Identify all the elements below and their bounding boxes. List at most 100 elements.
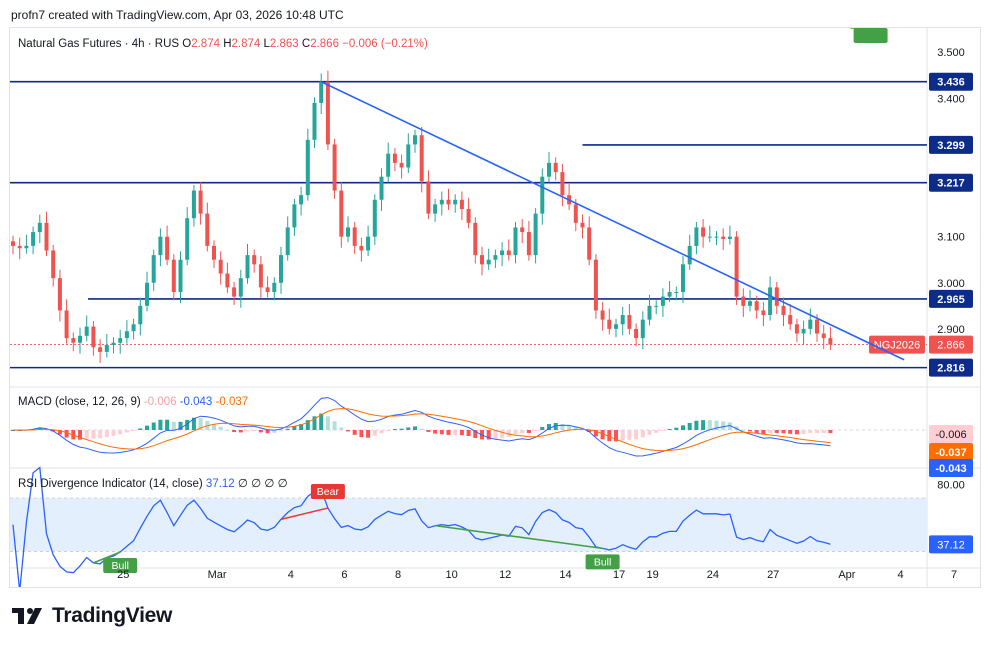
candle-body [573, 204, 578, 223]
price-level-tag [929, 173, 973, 192]
macd-histogram-bar [185, 419, 190, 430]
candle-body [560, 172, 565, 196]
candle-body [593, 259, 598, 311]
rsi-empty-value: ∅ [251, 478, 264, 490]
time-axis-tick: 24 [707, 569, 719, 581]
macd-histogram-bar [366, 430, 371, 438]
macd-histogram-bar [252, 430, 257, 432]
candle-body [205, 213, 210, 246]
candle-body [707, 236, 712, 238]
last-price-label: 2.866 [937, 340, 965, 352]
candle-body [446, 199, 451, 205]
price-title: Natural Gas Futures · 4h · RUS [18, 38, 182, 50]
macd-histogram-bar [165, 419, 170, 430]
candle-body [754, 301, 759, 311]
candle-body [325, 81, 330, 145]
rsi-empty-value: ∅ [278, 478, 288, 490]
macd-histogram-bar [446, 430, 451, 435]
candle-body [366, 236, 371, 251]
candle-body [319, 81, 324, 103]
divergence-label: Bull [862, 28, 880, 31]
candle-body [741, 296, 746, 306]
macd-histogram-bar [212, 423, 216, 430]
macd-histogram-bar [118, 430, 123, 435]
candle-body [299, 195, 304, 205]
rsi-empty-value: ∅ [264, 478, 277, 490]
time-axis-tick: 4 [897, 569, 903, 581]
macd-histogram-bar [526, 430, 531, 433]
divergence-label: Bull [111, 560, 129, 572]
macd-line [12, 397, 831, 457]
candle-body [727, 236, 732, 239]
macd-histogram-bar [279, 430, 283, 432]
candle-body [480, 255, 484, 265]
candle-body [647, 305, 652, 320]
divergence-tag [853, 28, 888, 43]
macd-histogram-bar [701, 420, 706, 430]
candle-body [640, 319, 645, 339]
candle-body [714, 236, 719, 238]
candle-body [788, 315, 793, 325]
time-axis-tick: 6 [341, 569, 347, 581]
candle-body [828, 338, 833, 345]
ohlc-key: H [223, 38, 231, 50]
macd-histogram-bar [178, 421, 183, 430]
macd-histogram-bar [459, 430, 464, 436]
candle-body [37, 222, 42, 233]
macd-histogram-bar [372, 430, 377, 436]
candle-body [305, 139, 310, 196]
macd-histogram-bar [687, 422, 692, 430]
macd-histogram-bar [285, 428, 290, 430]
ohlc-value: 2.874 [191, 38, 223, 50]
candle-body [419, 135, 424, 182]
candle-body [634, 328, 639, 339]
candle-body [151, 255, 156, 283]
candle-body [138, 305, 143, 325]
chart-frame: 3.436 3.299 3.217 2.965 2.816 NGJ2026 2.866 -0… [9, 27, 981, 588]
macd-histogram-bar [828, 430, 833, 434]
candle-body [359, 245, 364, 251]
macd-histogram-bar [453, 430, 458, 435]
chart-canvas[interactable]: 3.436 3.299 3.217 2.965 2.816 NGJ2026 2.866 -0… [10, 28, 980, 587]
time-axis-tick: 14 [559, 569, 571, 581]
macd-histogram-bar [225, 429, 230, 431]
macd-histogram-bar [131, 430, 136, 431]
macd-histogram-bar [439, 430, 444, 435]
candle-body [506, 250, 511, 256]
candle-body [232, 287, 237, 297]
candle-body [11, 241, 15, 246]
divergence-line [434, 524, 603, 550]
macd-histogram-bar [714, 420, 719, 430]
candle-body [768, 287, 773, 316]
macd-histogram-bar [359, 430, 364, 438]
candle-body [64, 310, 69, 339]
macd-title: MACD (close, 12, 26, 9) [18, 396, 144, 408]
macd-histogram-bar [815, 430, 819, 434]
macd-histogram-bar [124, 430, 129, 433]
rsi-last-tag [929, 535, 973, 554]
ohlc-key: O [182, 38, 191, 50]
candle-body [473, 222, 478, 256]
macd-axis-tag [929, 425, 973, 443]
time-axis-tick: 19 [646, 569, 658, 581]
tradingview-brand[interactable]: TradingView [12, 604, 172, 628]
price-level-tag [929, 358, 973, 377]
macd-histogram-bar [681, 425, 685, 430]
divergence-label: Bull [594, 556, 612, 568]
rsi-value: 37.12 [206, 478, 238, 490]
candle-body [439, 199, 444, 205]
macd-histogram-bar [553, 423, 558, 430]
macd-histogram-bar [346, 430, 350, 432]
candle-body [78, 335, 82, 343]
macd-histogram-bar [305, 420, 310, 430]
macd-histogram-bar [319, 413, 324, 430]
macd-histogram-bar [419, 428, 424, 430]
candle-body [111, 342, 116, 346]
candle-body [580, 222, 585, 228]
macd-histogram-bar [433, 430, 438, 434]
macd-histogram-bar [721, 421, 726, 430]
candle-body [433, 204, 438, 214]
macd-histogram-bar [660, 430, 665, 431]
candle-body [245, 255, 250, 279]
candle-body [774, 287, 779, 306]
